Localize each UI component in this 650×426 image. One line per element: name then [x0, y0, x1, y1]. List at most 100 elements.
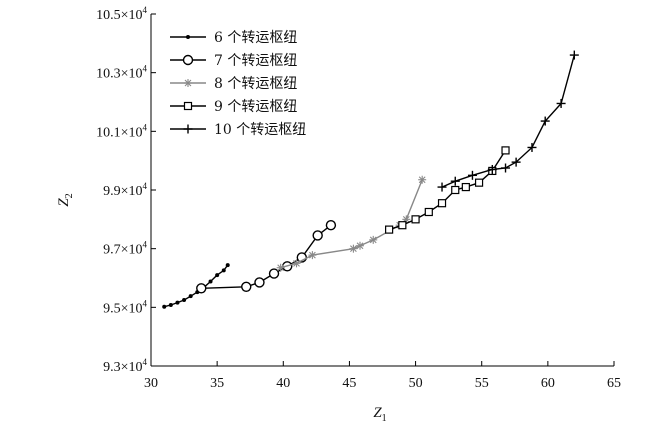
dot-marker [182, 298, 187, 302]
y-tick-label: 9.3×104 [103, 357, 147, 375]
data-point [276, 263, 285, 272]
y-axis-label: Z2 [56, 193, 75, 206]
star-marker-d2 [184, 79, 192, 87]
circle-marker [254, 277, 265, 288]
data-point [175, 300, 180, 305]
star-marker-d2 [293, 259, 300, 267]
data-point [182, 54, 194, 66]
dot-marker [225, 263, 230, 268]
data-point [398, 221, 407, 230]
dot-marker [168, 302, 173, 307]
y-tick-label: 10.5×104 [96, 5, 147, 23]
legend-label: 10 个转运枢纽 [214, 122, 306, 138]
y-tick-label-exponent: 4 [143, 357, 148, 367]
square-marker [474, 178, 484, 187]
data-point [556, 98, 566, 108]
y-tick-label: 9.9×104 [103, 181, 147, 199]
data-point [225, 263, 230, 268]
y-tick-label-base: 9.9×10 [103, 184, 142, 199]
series-layer [162, 50, 579, 309]
dot-marker [186, 35, 190, 39]
data-point [511, 157, 521, 167]
data-point [162, 304, 167, 309]
x-axis-label-main: Z [373, 405, 382, 421]
square-marker [451, 185, 460, 195]
series-1 [162, 263, 230, 309]
data-point [168, 302, 173, 307]
dot-marker [162, 304, 167, 309]
data-point [540, 116, 550, 126]
y-tick-label-exponent: 4 [143, 181, 148, 191]
data-point [450, 176, 460, 186]
x-tick-label: 60 [541, 376, 555, 391]
data-point [569, 50, 579, 60]
star-marker-d2 [308, 251, 316, 259]
data-point [437, 182, 447, 192]
data-point [182, 298, 187, 302]
dot-marker [175, 300, 180, 305]
legend-item: 6 个转运枢纽 [170, 30, 297, 46]
x-tick-label: 35 [210, 376, 224, 391]
star-marker-d2 [277, 264, 285, 272]
data-point [411, 215, 420, 224]
data-point [487, 164, 497, 174]
data-point [467, 170, 477, 180]
y-tick-label-base: 9.5×10 [103, 301, 142, 316]
data-point [221, 268, 226, 273]
data-point [268, 268, 280, 279]
dot-marker [208, 279, 213, 284]
data-point [308, 251, 317, 260]
y-tick-label-exponent: 4 [143, 5, 148, 15]
data-point [241, 281, 252, 292]
data-point [183, 101, 193, 111]
star-marker-d2 [350, 245, 357, 253]
y-axis-label-main: Z [56, 198, 72, 207]
series-5 [437, 50, 579, 192]
data-point [184, 79, 192, 87]
data-point [369, 235, 378, 244]
y-tick-label-exponent: 4 [143, 298, 148, 308]
y-tick-label-base: 9.7×10 [103, 243, 142, 258]
data-point [501, 163, 511, 173]
y-tick-label-exponent: 4 [143, 64, 148, 74]
axis-labels: Z1 Z2 [56, 193, 387, 424]
series-4 [385, 146, 510, 234]
square-marker [424, 207, 433, 217]
square-marker [437, 199, 447, 208]
x-axis-label: Z1 [373, 405, 386, 424]
star-marker-d2 [369, 236, 377, 244]
data-point [183, 124, 193, 134]
dot-marker [221, 268, 226, 273]
legend-label: 8 个转运枢纽 [214, 76, 297, 92]
y-tick-label-base: 9.3×10 [103, 360, 142, 375]
data-point [188, 294, 193, 299]
data-point [292, 259, 301, 268]
x-tick-label: 30 [144, 376, 158, 391]
square-marker [398, 221, 407, 230]
legend-label: 7 个转运枢纽 [214, 53, 297, 69]
y-tick-label-exponent: 4 [143, 240, 148, 250]
y-tick-label: 9.7×104 [103, 240, 147, 258]
square-marker [501, 146, 510, 155]
circle-marker [196, 283, 207, 294]
circle-marker [182, 54, 194, 66]
data-point [325, 219, 337, 231]
data-point [208, 279, 213, 284]
series-line [388, 150, 507, 231]
legend-item: 7 个转运枢纽 [170, 53, 297, 69]
x-tick-label: 65 [607, 376, 621, 391]
y-tick-label-base: 10.5×10 [96, 8, 142, 23]
x-tick-label: 50 [409, 376, 423, 391]
series-2 [196, 219, 337, 294]
legend: 6 个转运枢纽 7 个转运枢纽 8 个转运枢纽 9 个转运枢纽 10 个转运枢纽 [170, 30, 306, 138]
data-point [349, 244, 358, 253]
data-point [254, 277, 265, 288]
y-tick-label: 9.5×104 [103, 298, 147, 316]
series-line [164, 264, 229, 308]
data-point [196, 283, 207, 294]
legend-item: 10 个转运枢纽 [170, 122, 306, 138]
y-tick-label-base: 10.1×10 [96, 125, 142, 140]
data-point [501, 146, 510, 155]
star-marker-d2 [356, 242, 364, 250]
